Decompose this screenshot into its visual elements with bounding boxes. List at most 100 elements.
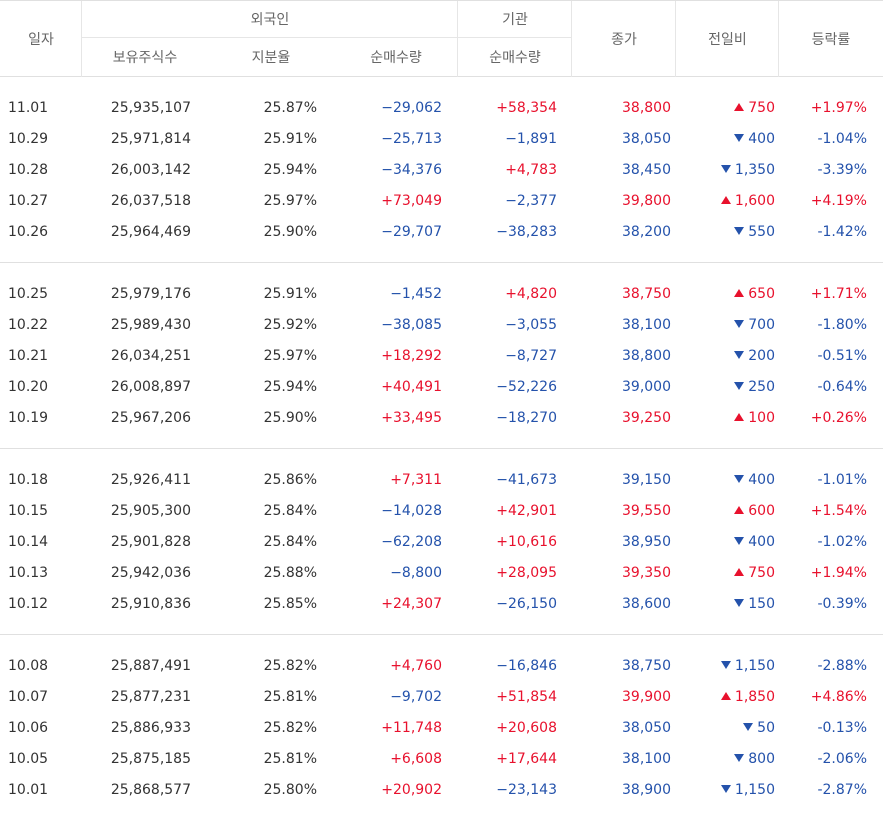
cell-ratio: 25.81% xyxy=(263,689,317,705)
cell-close: 38,450 xyxy=(622,162,671,178)
table-row: 10.22 25,989,430 25.92% −38,085 −3,055 38,100… xyxy=(0,310,883,341)
cell-inst-net: −23,143 xyxy=(496,782,557,798)
triangle-down-icon xyxy=(734,351,745,359)
cell-ratio: 25.94% xyxy=(263,162,317,178)
cell-ratio: 25.80% xyxy=(263,782,317,798)
header-change: 전일비 xyxy=(708,32,747,48)
cell-foreign-net: +11,748 xyxy=(381,720,442,736)
cell-rate: -2.88% xyxy=(817,658,867,674)
cell-rate: -1.04% xyxy=(817,131,867,147)
change-value: 700 xyxy=(748,317,775,333)
cell-inst-net: −38,283 xyxy=(496,224,557,240)
cell-ratio: 25.97% xyxy=(263,348,317,364)
table-body: 11.01 25,935,107 25.87% −29,062 +58,354 38,80… xyxy=(0,77,883,820)
triangle-down-icon xyxy=(734,537,745,545)
cell-close: 38,800 xyxy=(622,348,671,364)
cell-holding: 25,910,836 xyxy=(110,596,191,612)
cell-change: 50 xyxy=(743,713,775,744)
cell-close: 39,900 xyxy=(622,689,671,705)
triangle-down-icon xyxy=(720,785,731,793)
cell-holding: 25,935,107 xyxy=(110,100,191,116)
triangle-up-icon xyxy=(720,196,731,204)
table-row: 10.20 26,008,897 25.94% +40,491 −52,226 39,00… xyxy=(0,372,883,403)
cell-ratio: 25.94% xyxy=(263,379,317,395)
cell-inst-net: +4,820 xyxy=(505,286,557,302)
cell-change: 650 xyxy=(734,279,775,310)
cell-close: 38,600 xyxy=(622,596,671,612)
header-institution: 기관 xyxy=(502,12,528,28)
header-close: 종가 xyxy=(611,32,637,48)
cell-inst-net: +4,783 xyxy=(505,162,557,178)
cell-holding: 25,875,185 xyxy=(110,751,191,767)
cell-date: 10.25 xyxy=(8,286,49,302)
cell-close: 38,200 xyxy=(622,224,671,240)
cell-foreign-net: −29,707 xyxy=(381,224,442,240)
cell-date: 10.29 xyxy=(8,131,49,147)
cell-rate: +1.97% xyxy=(810,100,867,116)
cell-holding: 25,905,300 xyxy=(110,503,191,519)
cell-foreign-net: −34,376 xyxy=(381,162,442,178)
cell-date: 10.20 xyxy=(8,379,49,395)
cell-rate: -0.51% xyxy=(817,348,867,364)
cell-holding: 25,964,469 xyxy=(110,224,191,240)
triangle-up-icon xyxy=(734,289,745,297)
table-row: 10.28 26,003,142 25.94% −34,376 +4,783 38,450… xyxy=(0,155,883,186)
cell-rate: +1.71% xyxy=(810,286,867,302)
cell-ratio: 25.87% xyxy=(263,100,317,116)
table-row: 10.15 25,905,300 25.84% −14,028 +42,901 39,55… xyxy=(0,496,883,527)
cell-change: 1,600 xyxy=(720,186,775,217)
table-row: 10.19 25,967,206 25.90% +33,495 −18,270 39,25… xyxy=(0,403,883,434)
cell-date: 10.26 xyxy=(8,224,49,240)
cell-rate: -2.87% xyxy=(817,782,867,798)
cell-close: 38,800 xyxy=(622,100,671,116)
header-foreign: 외국인 xyxy=(250,12,290,28)
cell-foreign-net: −38,085 xyxy=(381,317,442,333)
cell-foreign-net: −14,028 xyxy=(381,503,442,519)
header-ratio: 지분율 xyxy=(251,50,291,66)
change-value: 750 xyxy=(748,100,775,116)
cell-rate: -0.64% xyxy=(817,379,867,395)
cell-ratio: 25.97% xyxy=(263,193,317,209)
cell-holding: 25,926,411 xyxy=(110,472,191,488)
cell-holding: 26,008,897 xyxy=(110,379,191,395)
change-value: 100 xyxy=(748,410,775,426)
cell-close: 39,350 xyxy=(622,565,671,581)
cell-close: 38,050 xyxy=(622,131,671,147)
cell-foreign-net: −1,452 xyxy=(390,286,442,302)
change-value: 750 xyxy=(748,565,775,581)
cell-ratio: 25.90% xyxy=(263,224,317,240)
cell-rate: +1.94% xyxy=(810,565,867,581)
cell-change: 1,850 xyxy=(720,682,775,713)
cell-foreign-net: −29,062 xyxy=(381,100,442,116)
cell-inst-net: −8,727 xyxy=(505,348,557,364)
cell-rate: -0.39% xyxy=(817,596,867,612)
cell-change: 100 xyxy=(734,403,775,434)
cell-rate: +0.26% xyxy=(810,410,867,426)
cell-inst-net: −26,150 xyxy=(496,596,557,612)
cell-inst-net: −16,846 xyxy=(496,658,557,674)
change-value: 400 xyxy=(748,131,775,147)
change-value: 600 xyxy=(748,503,775,519)
cell-holding: 26,034,251 xyxy=(110,348,191,364)
cell-change: 800 xyxy=(734,744,775,775)
triangle-down-icon xyxy=(743,723,754,731)
header-divider xyxy=(675,1,676,77)
cell-close: 39,250 xyxy=(622,410,671,426)
triangle-down-icon xyxy=(734,382,745,390)
cell-change: 750 xyxy=(734,558,775,589)
cell-ratio: 25.86% xyxy=(263,472,317,488)
cell-rate: +4.86% xyxy=(810,689,867,705)
cell-change: 1,150 xyxy=(720,775,775,806)
cell-inst-net: −2,377 xyxy=(505,193,557,209)
table-row: 11.01 25,935,107 25.87% −29,062 +58,354 38,80… xyxy=(0,93,883,124)
header-foreign-net: 순매수량 xyxy=(370,50,422,66)
header-divider xyxy=(457,1,458,77)
cell-inst-net: −3,055 xyxy=(505,317,557,333)
cell-rate: -1.42% xyxy=(817,224,867,240)
cell-change: 400 xyxy=(734,527,775,558)
cell-date: 10.12 xyxy=(8,596,49,612)
change-value: 1,350 xyxy=(734,162,775,178)
cell-ratio: 25.84% xyxy=(263,534,317,550)
header-divider xyxy=(82,37,572,38)
cell-change: 400 xyxy=(734,465,775,496)
